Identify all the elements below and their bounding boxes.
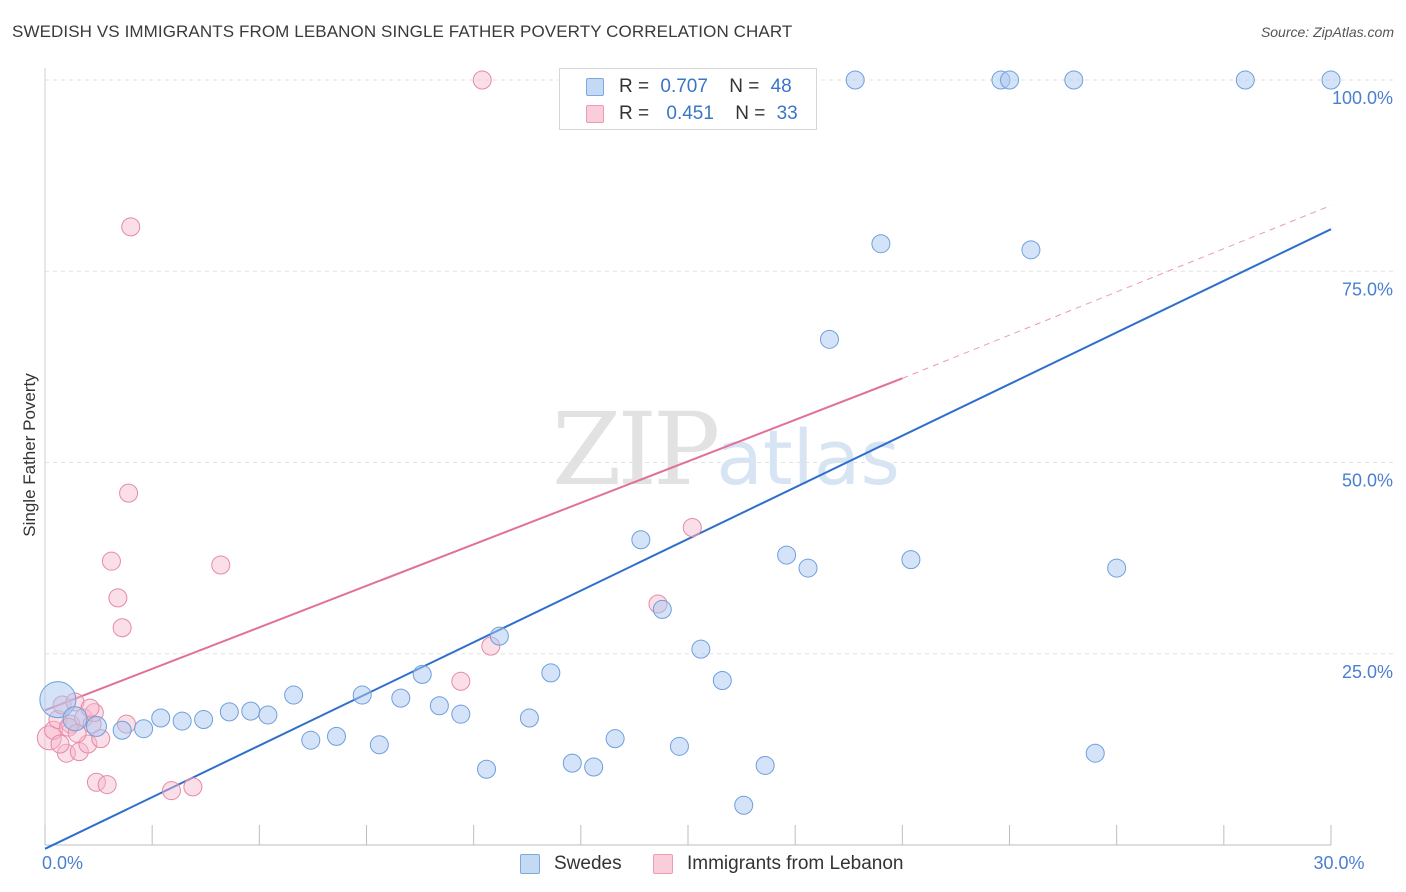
lebanon-point: [121, 217, 141, 237]
watermark-atlas: atlas: [716, 413, 900, 502]
swedes-trend-line: [44, 228, 1332, 850]
swedes-point: [369, 735, 389, 755]
legend-r-value: 0.451: [666, 103, 714, 124]
y-tick-label: 50.0%: [1342, 471, 1393, 491]
lebanon-point: [211, 555, 231, 575]
x-tick-label: 0.0%: [42, 853, 83, 873]
legend-n-value: 48: [770, 76, 792, 97]
y-tick-label: 25.0%: [1342, 662, 1393, 682]
swedes-point: [1085, 743, 1105, 763]
lebanon-point: [97, 775, 117, 795]
swedes-point: [691, 639, 711, 659]
swedes-point: [1021, 240, 1041, 260]
swedes-point: [631, 530, 651, 550]
swedes-point: [429, 696, 449, 716]
swedes-point: [669, 736, 689, 756]
swedes-point: [85, 715, 107, 737]
swedes-legend-swatch: [520, 854, 540, 874]
watermark-zip: ZIP: [552, 391, 720, 508]
swedes-point: [39, 681, 77, 719]
swedes-point: [541, 663, 561, 683]
swedes-point: [352, 685, 372, 705]
gridlines: [45, 79, 1393, 655]
lebanon-trend-line: [44, 377, 903, 712]
y-axis-title: Single Father Poverty: [20, 373, 39, 537]
swedes-point: [798, 558, 818, 578]
swedes-point: [258, 705, 278, 725]
swedes-point: [134, 719, 154, 739]
legend-n-value: 33: [776, 103, 798, 124]
swedes-point: [605, 729, 625, 749]
axes: [44, 68, 1332, 846]
swedes-point: [1107, 558, 1127, 578]
lebanon-point: [108, 588, 128, 608]
swedes-point: [151, 708, 171, 728]
legend-r-value: 0.707: [660, 76, 708, 97]
swedes-point: [451, 704, 471, 724]
swedes-point: [901, 550, 921, 570]
swedes-swatch: [586, 78, 604, 96]
swedes-point: [172, 711, 192, 731]
swedes-point: [112, 720, 132, 740]
swedes-point: [1064, 70, 1084, 90]
swedes-point: [712, 671, 732, 691]
swedes-point: [489, 626, 509, 646]
swedes-point: [326, 726, 346, 746]
lebanon-point: [112, 618, 132, 638]
swedes-point: [519, 708, 539, 728]
swedes-point: [871, 234, 891, 254]
lebanon-point: [50, 734, 70, 754]
lebanon-trend-extension: [902, 204, 1332, 379]
lebanon-point: [119, 483, 139, 503]
swedes-point: [562, 753, 582, 773]
swedes-point: [652, 599, 672, 619]
legend-r-label: R =: [619, 76, 650, 97]
legend-r-label: R =: [619, 103, 650, 124]
swedes-point: [391, 688, 411, 708]
lebanon-point: [183, 777, 203, 797]
swedes-point: [194, 710, 214, 730]
swedes-point: [241, 701, 261, 721]
x-tick-label: 30.0%: [1313, 853, 1364, 873]
y-tick-label: 75.0%: [1342, 279, 1393, 299]
swedes-point: [62, 706, 88, 732]
lebanon-point: [161, 781, 181, 801]
swedes-point: [284, 685, 304, 705]
chart-title: SWEDISH VS IMMIGRANTS FROM LEBANON SINGL…: [12, 22, 793, 41]
lebanon-point: [451, 671, 471, 691]
lebanon-swatch: [586, 105, 604, 123]
swedes-point: [219, 702, 239, 722]
legend-n-label: N =: [729, 76, 760, 97]
swedes-point: [584, 757, 604, 777]
swedes-point: [1321, 70, 1341, 90]
swedes-point: [301, 730, 321, 750]
correlation-legend: R = 0.707 N = 48 R = 0.451 N = 33: [559, 68, 817, 130]
swedes-legend-label: Swedes: [554, 853, 622, 874]
lebanon-point: [682, 518, 702, 538]
tick-labels: 100.0% 75.0% 50.0% 25.0% 0.0% 30.0%: [42, 88, 1393, 873]
legend-n-label: N =: [735, 103, 766, 124]
swedes-point: [777, 545, 797, 565]
lebanon-point: [472, 70, 492, 90]
lebanon-legend-swatch: [653, 854, 673, 874]
trend-lines: [44, 204, 1332, 850]
swedes-point: [734, 795, 754, 815]
watermark: ZIPatlas: [552, 400, 900, 500]
swedes-point: [755, 755, 775, 775]
swedes-point: [819, 329, 839, 349]
swedes-point: [1000, 70, 1019, 90]
data-points: [36, 70, 1341, 815]
source-credit: Source: ZipAtlas.com: [1260, 24, 1394, 40]
swedes-point: [845, 70, 865, 90]
swedes-point: [477, 759, 497, 779]
lebanon-legend-label: Immigrants from Lebanon: [687, 853, 904, 874]
swedes-point: [412, 664, 432, 684]
y-tick-label: 100.0%: [1332, 88, 1393, 108]
swedes-point: [1235, 70, 1255, 90]
lebanon-point: [101, 551, 121, 571]
